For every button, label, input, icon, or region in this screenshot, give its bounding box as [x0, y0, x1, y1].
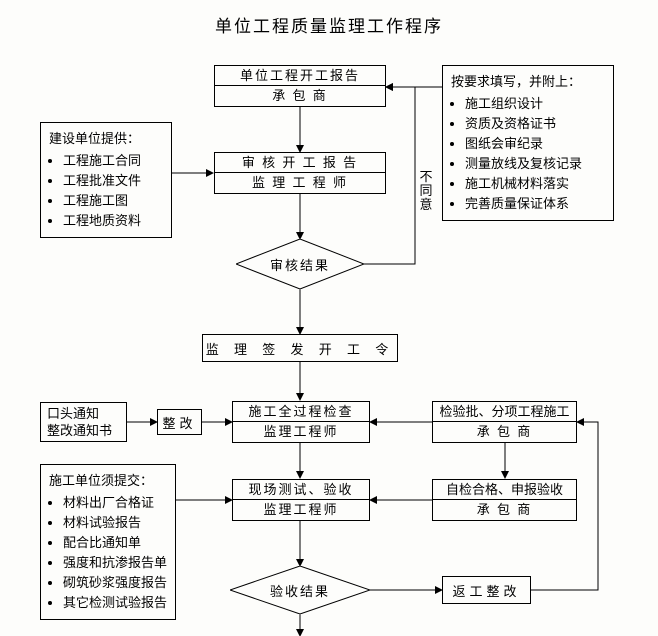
node-process-check: 施工全过程检查 监理工程师 [232, 401, 370, 443]
node-issue-order-label: 监 理 签 发 开 工 令 [206, 339, 395, 358]
listbox-contractor-submits-items: 材料出厂合格证 材料试验报告 配合比通知单 强度和抗渗报告单 砌筑砂浆强度报告 … [49, 493, 167, 613]
list-item: 工程施工合同 [63, 151, 163, 171]
listbox-attachments-header: 按要求填写，并附上： [451, 72, 605, 92]
node-construction-role: 承 包 商 [433, 422, 576, 442]
node-self-check: 自检合格、申报验收 承 包 商 [432, 479, 577, 521]
list-item: 配合比通知单 [63, 533, 167, 553]
node-start-report-title: 单位工程开工报告 [215, 66, 385, 86]
list-item: 图纸会审纪录 [465, 134, 605, 154]
list-item: 完善质量保证体系 [465, 194, 605, 214]
node-onsite-test: 现场测试、验收 监理工程师 [232, 479, 370, 521]
node-process-check-title: 施工全过程检查 [233, 402, 369, 422]
node-construction-title: 检验批、分项工程施工 [433, 402, 576, 422]
node-self-check-role: 承 包 商 [433, 500, 576, 520]
list-item: 砌筑砂浆强度报告 [63, 573, 167, 593]
node-start-report: 单位工程开工报告 承 包 商 [214, 65, 386, 107]
node-issue-order: 监 理 签 发 开 工 令 [202, 334, 398, 362]
node-onsite-test-role: 监理工程师 [233, 500, 369, 520]
list-item: 材料试验报告 [63, 513, 167, 533]
node-review-report: 审 核 开 工 报 告 监 理 工 程 师 [214, 152, 386, 194]
decision-accept-result: 验收结果 [230, 566, 370, 614]
node-rework-label: 返工整改 [452, 581, 520, 600]
list-item: 材料出厂合格证 [63, 493, 167, 513]
list-item: 其它检测试验报告 [63, 593, 167, 613]
listbox-contractor-submits-header: 施工单位须提交： [49, 471, 167, 491]
node-rectify: 整改 [157, 409, 202, 435]
list-item: 强度和抗渗报告单 [63, 553, 167, 573]
list-item: 资质及资格证书 [465, 114, 605, 134]
list-item: 施工机械材料落实 [465, 174, 605, 194]
node-process-check-role: 监理工程师 [233, 422, 369, 442]
list-item: 施工组织设计 [465, 94, 605, 114]
node-rework: 返工整改 [442, 576, 531, 604]
listbox-attachments: 按要求填写，并附上： 施工组织设计 资质及资格证书 图纸会审纪录 测量放线及复核… [442, 65, 614, 221]
decision-review-result: 审核结果 [236, 239, 364, 289]
node-rectify-label: 整改 [162, 413, 196, 432]
list-item: 工程地质资料 [63, 211, 163, 231]
list-item: 工程施工图 [63, 191, 163, 211]
node-start-report-role: 承 包 商 [215, 86, 385, 106]
node-verbal-notice-l2: 整改通知书 [47, 422, 120, 439]
listbox-owner-provides-items: 工程施工合同 工程批准文件 工程施工图 工程地质资料 [49, 151, 163, 231]
listbox-contractor-submits: 施工单位须提交： 材料出厂合格证 材料试验报告 配合比通知单 强度和抗渗报告单 … [40, 464, 176, 620]
node-verbal-notice-l1: 口头通知 [47, 405, 120, 422]
node-onsite-test-title: 现场测试、验收 [233, 480, 369, 500]
list-item: 工程批准文件 [63, 171, 163, 191]
list-item: 测量放线及复核记录 [465, 154, 605, 174]
node-verbal-notice: 口头通知 整改通知书 [40, 402, 127, 442]
listbox-owner-provides-header: 建设单位提供： [49, 129, 163, 149]
decision-accept-result-label: 验收结果 [230, 566, 370, 614]
decision-review-result-label: 审核结果 [236, 239, 364, 289]
page-title: 单位工程质量监理工作程序 [0, 12, 658, 37]
node-review-report-title: 审 核 开 工 报 告 [215, 153, 385, 173]
listbox-attachments-items: 施工组织设计 资质及资格证书 图纸会审纪录 测量放线及复核记录 施工机械材料落实… [451, 94, 605, 214]
node-self-check-title: 自检合格、申报验收 [433, 480, 576, 500]
label-disagree: 不同意 [419, 170, 433, 212]
node-construction: 检验批、分项工程施工 承 包 商 [432, 401, 577, 443]
listbox-owner-provides: 建设单位提供： 工程施工合同 工程批准文件 工程施工图 工程地质资料 [40, 122, 172, 238]
node-review-report-role: 监 理 工 程 师 [215, 173, 385, 193]
